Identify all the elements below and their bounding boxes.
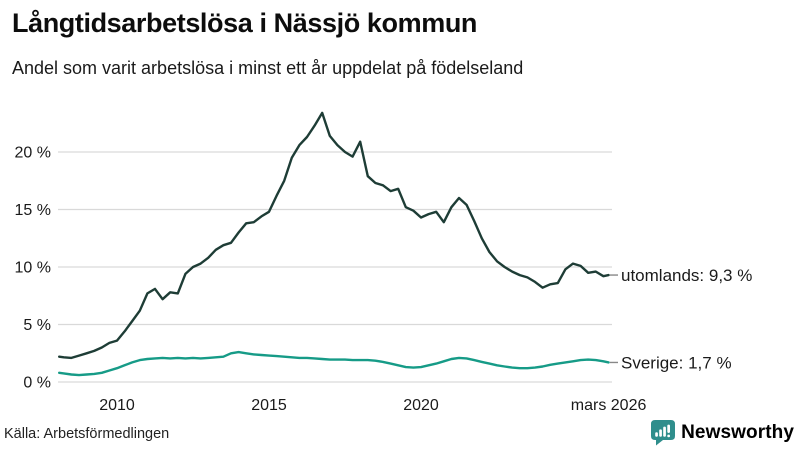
y-tick-label: 15 % [15,202,51,219]
series-line-utomlands [58,111,610,360]
y-tick-label: 5 % [23,317,51,334]
newsworthy-logo-icon [651,420,676,446]
series-line-Sverige [58,350,610,377]
x-tick-label: mars 2026 [571,397,647,414]
page-subtitle: Andel som varit arbetslösa i minst ett å… [12,58,524,78]
source-note: Källa: Arbetsförmedlingen [4,426,170,442]
y-tick-label: 20 % [15,145,51,162]
x-tick-label: 2010 [99,397,135,414]
series-end-label-utomlands: utomlands: 9,3 % [621,266,752,285]
x-tick-label: 2015 [251,397,287,414]
newsworthy-logo: Newsworthy [651,420,794,446]
series-end-label-Sverige: Sverige: 1,7 % [621,353,732,372]
y-tick-label: 0 % [23,375,51,392]
x-tick-label: 2020 [403,397,439,414]
page-title: Långtidsarbetslösa i Nässjö kommun [12,8,478,38]
newsworthy-logo-text: Newsworthy [681,422,794,443]
y-tick-label: 10 % [15,260,51,277]
